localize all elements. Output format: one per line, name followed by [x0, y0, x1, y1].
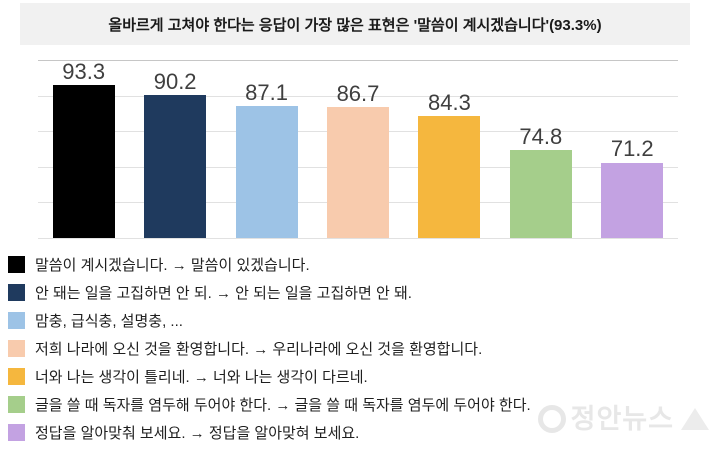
bars-container: 93.3 90.2 87.1 86.7 84.3 74.8 71.2	[38, 60, 678, 238]
bar-value-label-4: 86.7	[336, 81, 380, 107]
legend-color-swatch-7	[8, 424, 25, 441]
legend-label-1: 말씀이 계시겠습니다. → 말씀이 있겠습니다.	[35, 257, 310, 274]
legend-label-5: 너와 나는 생각이 틀리네. → 너와 나는 생각이 다르네.	[35, 369, 368, 386]
legend-label-2: 안 돼는 일을 고집하면 안 되. → 안 되는 일을 고집하면 안 돼.	[35, 285, 412, 302]
legend-label-7: 정답을 알아맞춰 보세요. → 정답을 알아맞혀 보세요.	[35, 425, 360, 442]
legend-row-4: 저희 나라에 오신 것을 환영합니다. → 우리나라에 오신 것을 환영합니다.	[8, 340, 531, 358]
legend-row-7: 정답을 알아맞춰 보세요. → 정답을 알아맞혀 보세요.	[8, 424, 531, 442]
legend-color-swatch-3	[8, 312, 25, 329]
bar-slot-1: 93.3	[38, 60, 129, 238]
bar-2	[144, 94, 207, 238]
legend-label-6: 글을 쓸 때 독자를 염두해 두어야 한다. → 글을 쓸 때 독자를 염두에 …	[35, 397, 531, 414]
chart-title: 올바르게 고쳐야 한다는 응답이 가장 많은 표현은 '말씀이 계시겠습니다'(…	[108, 16, 602, 34]
bar-value-label-5: 84.3	[427, 89, 471, 115]
legend-color-swatch-4	[8, 340, 25, 357]
bar-slot-5: 84.3	[404, 60, 495, 238]
legend-row-5: 너와 나는 생각이 틀리네. → 너와 나는 생각이 다르네.	[8, 368, 531, 386]
bar-slot-7: 71.2	[587, 60, 678, 238]
legend-color-swatch-1	[8, 256, 25, 273]
bar-value-label-7: 71.2	[610, 136, 654, 162]
bar-7	[601, 162, 664, 238]
legend-row-2: 안 돼는 일을 고집하면 안 되. → 안 되는 일을 고집하면 안 돼.	[8, 284, 531, 302]
legend-row-1: 말씀이 계시겠습니다. → 말씀이 있겠습니다.	[8, 256, 531, 274]
legend-label-4: 저희 나라에 오신 것을 환영합니다. → 우리나라에 오신 것을 환영합니다.	[35, 341, 483, 358]
chart-legend: 말씀이 계시겠습니다. → 말씀이 있겠습니다. 안 돼는 일을 고집하면 안 되…	[8, 256, 531, 452]
bar-value-label-2: 90.2	[153, 68, 197, 94]
bar-slot-4: 86.7	[312, 60, 403, 238]
bar-slot-6: 74.8	[495, 60, 586, 238]
bar-3	[235, 105, 298, 238]
watermark-triangle-icon	[681, 408, 709, 430]
legend-label-3: 맘충, 급식충, 설명충, ...	[35, 313, 183, 330]
bar-4	[326, 107, 389, 238]
gridline-90	[38, 95, 678, 97]
bar-slot-3: 87.1	[221, 60, 312, 238]
bar-5	[418, 115, 481, 238]
bar-value-label-1: 93.3	[62, 59, 106, 84]
bar-6	[509, 149, 572, 238]
bar-value-label-3: 87.1	[245, 79, 288, 105]
bar-slot-2: 90.2	[129, 60, 220, 238]
legend-row-3: 맘충, 급식충, 설명충, ...	[8, 312, 531, 330]
legend-color-swatch-2	[8, 284, 25, 301]
watermark-text: 정안뉴스	[570, 403, 674, 434]
legend-color-swatch-5	[8, 368, 25, 385]
gridline-100	[38, 60, 678, 61]
watermark: 정안뉴스	[537, 403, 709, 434]
legend-color-swatch-6	[8, 396, 25, 413]
gridline-50-baseline	[38, 238, 678, 239]
legend-row-6: 글을 쓸 때 독자를 염두해 두어야 한다. → 글을 쓸 때 독자를 염두에 …	[8, 396, 531, 414]
bar-value-label-6: 74.8	[519, 123, 563, 149]
bar-1	[52, 85, 115, 238]
chart-title-banner: 올바르게 고쳐야 한다는 응답이 가장 많은 표현은 '말씀이 계시겠습니다'(…	[20, 3, 690, 45]
bar-chart: 93.3 90.2 87.1 86.7 84.3 74.8 71.2	[38, 60, 678, 239]
watermark-logo-icon	[537, 405, 566, 433]
